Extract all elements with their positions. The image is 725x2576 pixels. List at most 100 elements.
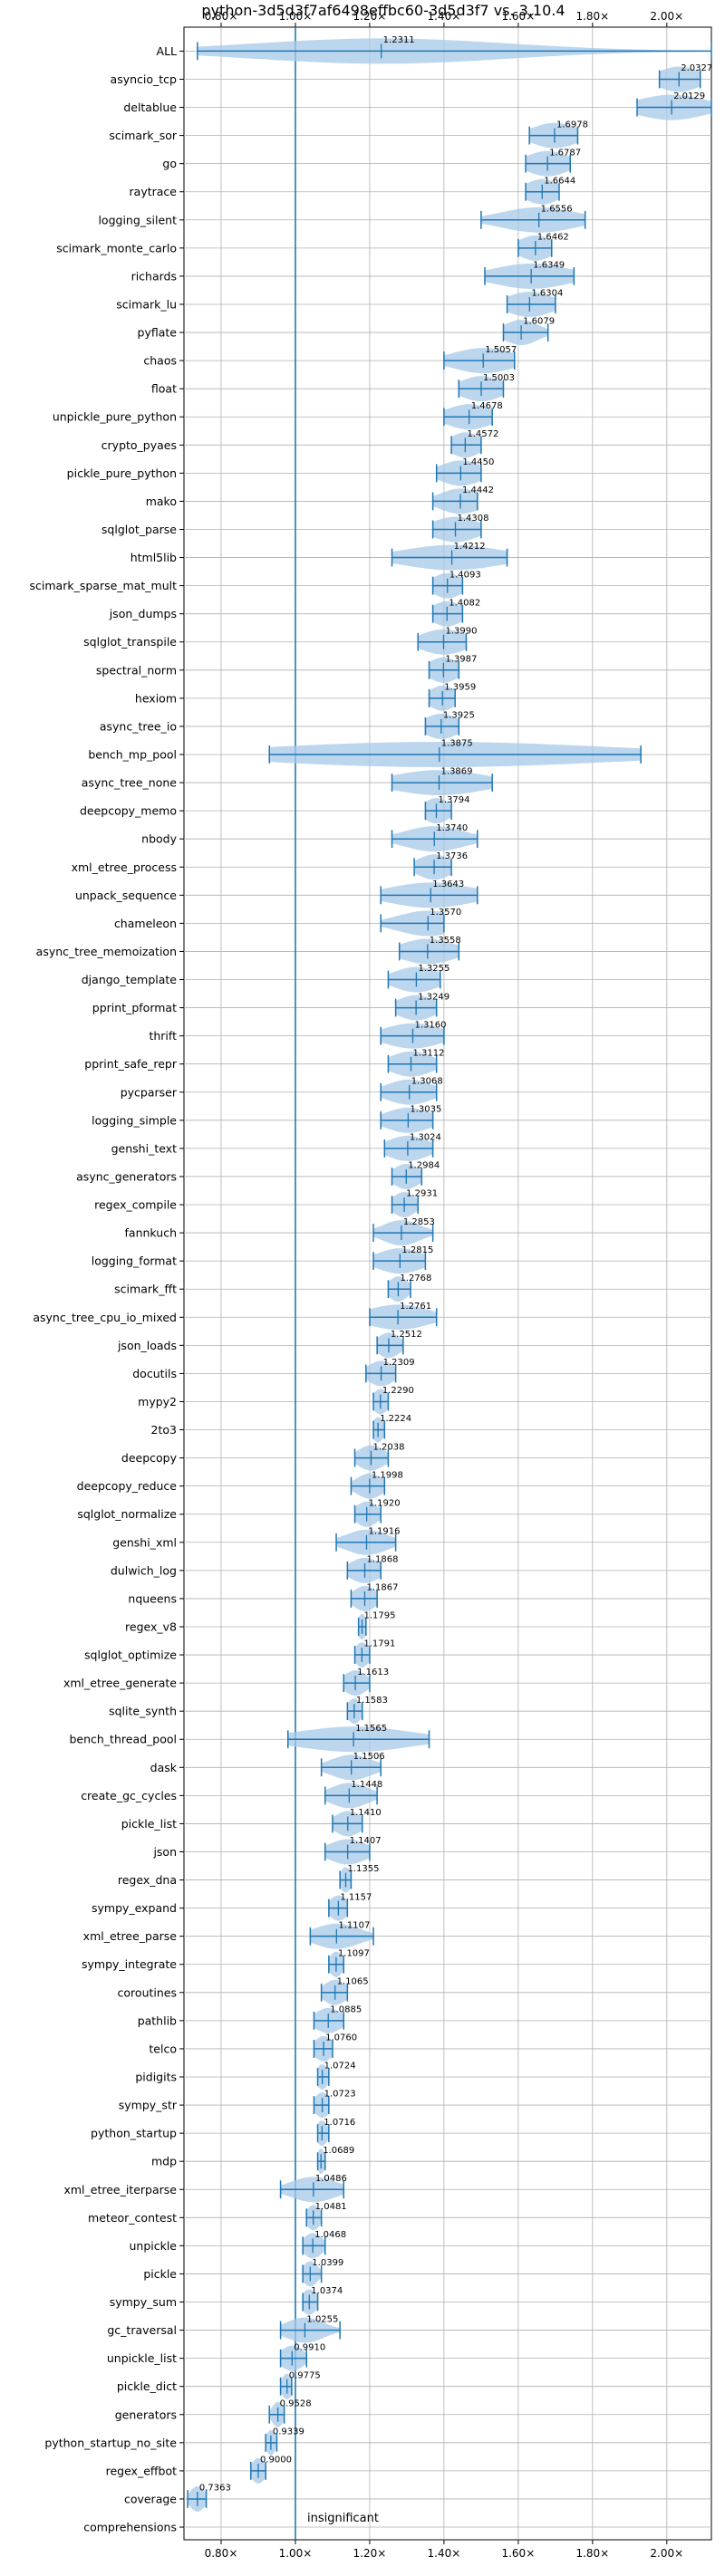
- benchmark-label: unpack_sequence: [75, 889, 177, 902]
- benchmark-label: xml_etree_parse: [83, 1929, 178, 1943]
- mean-value-label: 1.4450: [462, 457, 494, 467]
- mean-value-label: 1.2309: [383, 1358, 415, 1368]
- benchmark-label: regex_dna: [118, 1873, 177, 1887]
- mean-value-label: 0.9000: [260, 2456, 292, 2465]
- benchmark-label: unpickle: [129, 2239, 177, 2253]
- mean-value-label: 1.3643: [432, 879, 464, 889]
- mean-value-label: 1.1920: [369, 1498, 401, 1508]
- mean-value-label: 1.1107: [338, 1920, 370, 1930]
- mean-value-label: 1.1065: [337, 1976, 369, 1986]
- benchmark-label: pickle_list: [121, 1817, 177, 1831]
- mean-value-label: 1.4212: [454, 542, 486, 552]
- mean-value-label: 1.0255: [306, 2314, 338, 2324]
- mean-value-label: 1.2311: [383, 35, 415, 45]
- mean-value-label: 1.3869: [441, 767, 473, 777]
- mean-value-label: 1.1355: [347, 1864, 379, 1874]
- mean-value-label: 0.9775: [289, 2370, 321, 2380]
- benchmark-label: scimark_sor: [109, 129, 177, 142]
- mean-value-label: 1.0689: [323, 2146, 354, 2156]
- mean-value-label: 1.3987: [445, 654, 477, 664]
- benchmark-label: pickle_pure_python: [67, 466, 177, 480]
- mean-value-label: 1.0724: [324, 2062, 356, 2071]
- benchmark-label: json: [152, 1845, 177, 1859]
- mean-value-label: 1.0468: [314, 2230, 346, 2240]
- benchmark-label: generators: [115, 2408, 177, 2421]
- x-tick-label-top: 1.80×: [575, 10, 609, 23]
- benchmark-label: 2to3: [151, 1423, 177, 1437]
- mean-value-label: 1.3740: [436, 823, 468, 833]
- mean-value-label: 1.4442: [462, 485, 494, 495]
- stats-layer: [187, 42, 712, 2508]
- benchmark-label: deltablue: [123, 101, 177, 114]
- benchmark-label: pprint_safe_repr: [84, 1057, 178, 1071]
- benchmark-label: hexiom: [135, 691, 177, 705]
- benchmark-label: telco: [149, 2042, 177, 2055]
- mean-value-label: 0.9528: [280, 2398, 312, 2408]
- mean-value-label: 1.1916: [368, 1526, 400, 1536]
- x-tick-label-top: 1.20×: [353, 10, 387, 23]
- benchmark-label: regex_v8: [125, 1620, 177, 1633]
- plot-frame: [183, 26, 712, 2541]
- mean-value-label: 1.6978: [556, 120, 588, 130]
- mean-value-label: 1.1613: [357, 1668, 389, 1677]
- benchmark-label: chameleon: [114, 917, 177, 930]
- mean-value-label: 1.2512: [391, 1330, 422, 1340]
- mean-value-label: 1.5003: [483, 373, 515, 383]
- x-tick-label-top: 1.60×: [501, 10, 535, 23]
- mean-value-label: 1.1868: [367, 1555, 399, 1565]
- mean-value-label: 1.1448: [351, 1780, 382, 1790]
- mean-value-label: 1.2290: [382, 1386, 414, 1396]
- mean-value-label: 0.9910: [294, 2342, 325, 2352]
- benchmark-label: python_startup_no_site: [44, 2436, 177, 2449]
- benchmark-label: deepcopy_reduce: [77, 1479, 178, 1493]
- x-tick-label-top: 1.40×: [428, 10, 461, 23]
- x-tick-label-bottom: 1.40×: [428, 2547, 461, 2560]
- benchmark-label: nbody: [141, 832, 177, 846]
- x-tick-label-top: 2.00×: [650, 10, 683, 23]
- mean-value-label: 1.2931: [406, 1189, 438, 1199]
- mean-value-label: 1.3736: [436, 851, 468, 861]
- benchmark-label: pycparser: [121, 1085, 178, 1099]
- benchmark-label: regex_effbot: [106, 2464, 177, 2477]
- benchmark-label: regex_compile: [94, 1198, 177, 1212]
- benchmark-label: unpickle_pure_python: [53, 410, 177, 424]
- benchmark-label: sympy_integrate: [82, 1957, 177, 1971]
- mean-value-label: 0.7363: [199, 2484, 231, 2494]
- benchmark-label: logging_silent: [98, 213, 177, 226]
- mean-value-label: 1.3249: [418, 992, 450, 1002]
- benchmark-label: logging_format: [92, 1254, 177, 1268]
- benchmark-label: html5lib: [130, 551, 177, 564]
- mean-value-label: 1.0374: [311, 2286, 343, 2296]
- benchmark-label: scimark_sparse_mat_mult: [30, 579, 178, 592]
- mean-value-label: 1.5057: [485, 345, 517, 355]
- mean-value-label: 1.4082: [449, 598, 480, 608]
- benchmark-label: sqlglot_parse: [102, 523, 177, 536]
- benchmark-label: pickle_dict: [117, 2379, 177, 2393]
- mean-value-label: 1.3570: [430, 908, 461, 918]
- x-tick-label-bottom: 2.00×: [650, 2547, 683, 2560]
- x-tick-label-top: 0.80×: [205, 10, 238, 23]
- mean-value-label: 1.6304: [531, 289, 563, 299]
- benchmark-label: sympy_expand: [92, 1901, 177, 1915]
- benchmark-label: pidigits: [135, 2071, 177, 2084]
- benchmark-label: pathlib: [138, 2014, 177, 2027]
- mean-value-label: 1.4093: [450, 570, 481, 580]
- mean-value-label: 1.0723: [324, 2090, 356, 2100]
- mean-value-label: 1.6079: [523, 317, 555, 327]
- mean-value-label: 1.3558: [430, 936, 461, 946]
- x-tick-label-bottom: 1.20×: [353, 2547, 387, 2560]
- baseline-annotation: insignificant: [307, 2512, 379, 2525]
- mean-value-label: 1.0481: [315, 2202, 347, 2212]
- benchmark-label: go: [162, 157, 177, 170]
- mean-value-label: 1.2853: [403, 1217, 435, 1227]
- mean-value-label: 1.0399: [312, 2258, 343, 2268]
- mean-value-label: 1.4572: [467, 429, 498, 439]
- benchmark-label: async_tree_io: [100, 719, 177, 733]
- benchmark-label: nqueens: [128, 1591, 177, 1605]
- benchmark-label: deepcopy_memo: [80, 804, 177, 818]
- benchmark-label: thrift: [149, 1029, 177, 1043]
- mean-value-label: 1.4308: [458, 514, 489, 524]
- mean-value-label: 1.1583: [356, 1696, 388, 1706]
- mean-value-label: 1.1506: [353, 1752, 385, 1762]
